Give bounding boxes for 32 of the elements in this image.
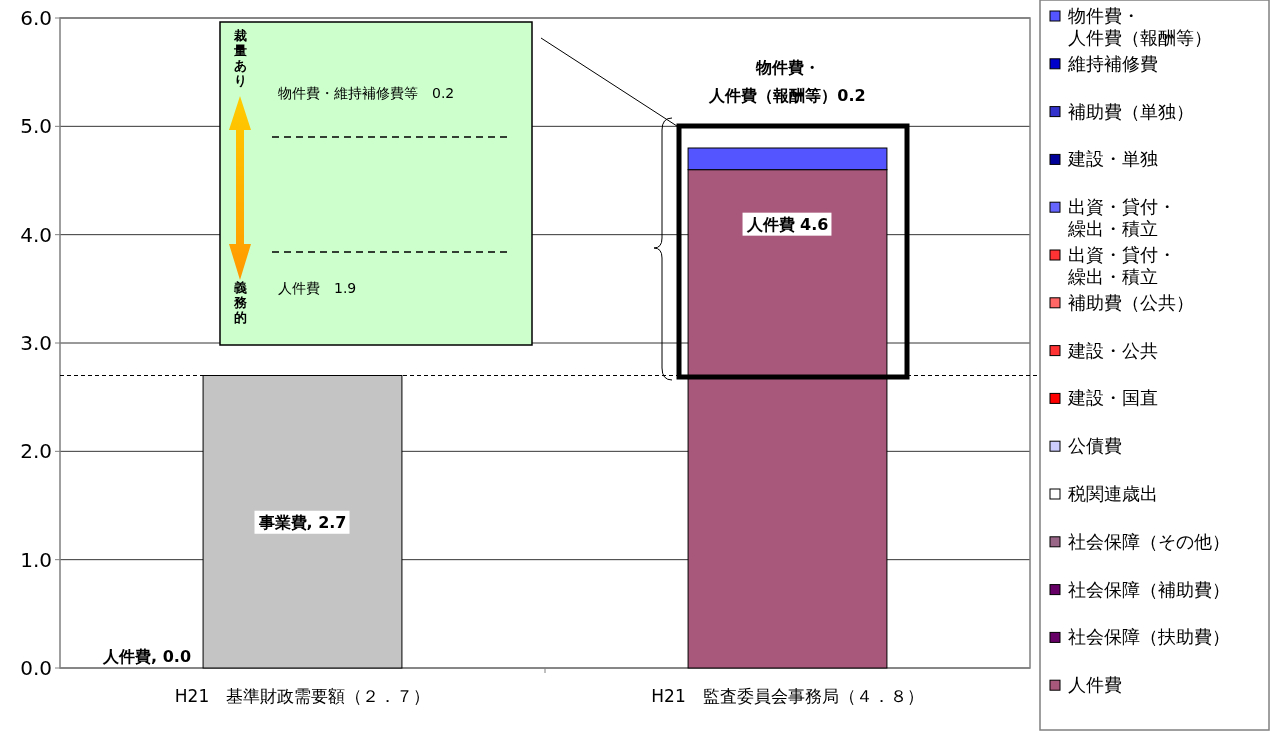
x-tick-label: H21 基準財政需要額（２．７）: [174, 686, 431, 706]
legend-label: 建設・国直: [1067, 387, 1158, 409]
annotation: 物件費・維持補修費等 0.2: [278, 85, 455, 101]
annotation: 裁量あり: [232, 28, 247, 88]
y-tick-label: 5.0: [20, 114, 52, 139]
data-label: 事業費, 2.7: [257, 512, 347, 532]
annotation: 義務的: [232, 280, 248, 325]
y-tick-label: 1.0: [20, 547, 52, 572]
legend-label: 建設・公共: [1067, 339, 1158, 361]
legend-label: 出資・貸付・繰出・積立: [1067, 244, 1176, 287]
data-label: 物件費・人件費（報酬等）0.2: [708, 58, 866, 105]
data-label: 人件費 4.6: [745, 214, 829, 234]
y-tick-label: 4.0: [20, 222, 52, 247]
legend-label: 建設・単独: [1067, 148, 1158, 170]
y-tick-label: 6.0: [20, 6, 52, 30]
legend-label: 人件費: [1068, 674, 1122, 696]
y-tick-label: 0.0: [20, 656, 52, 680]
annotation: 人件費, 0.0: [102, 647, 192, 666]
legend-label: 補助費（公共）: [1068, 291, 1194, 313]
legend-label: 社会保障（扶助費）: [1068, 626, 1230, 648]
legend-label: 補助費（単独）: [1068, 100, 1194, 122]
annotation: 人件費 1.9: [278, 280, 357, 296]
y-tick-label: 2.0: [20, 439, 52, 464]
legend-label: 税関連歳出: [1068, 483, 1158, 504]
y-tick-label: 3.0: [20, 331, 52, 355]
legend-label: 物件費・人件費（報酬等）: [1068, 5, 1212, 48]
legend-label: 出資・貸付・繰出・積立: [1067, 196, 1176, 240]
legend-label: 公債費: [1068, 435, 1122, 457]
x-tick-label: H21 監査委員会事務局（４．８）: [651, 686, 924, 706]
legend-label: 維持補修費: [1067, 52, 1158, 74]
legend-label: 社会保障（補助費）: [1068, 578, 1230, 600]
legend-label: 社会保障（その他）: [1068, 530, 1230, 552]
